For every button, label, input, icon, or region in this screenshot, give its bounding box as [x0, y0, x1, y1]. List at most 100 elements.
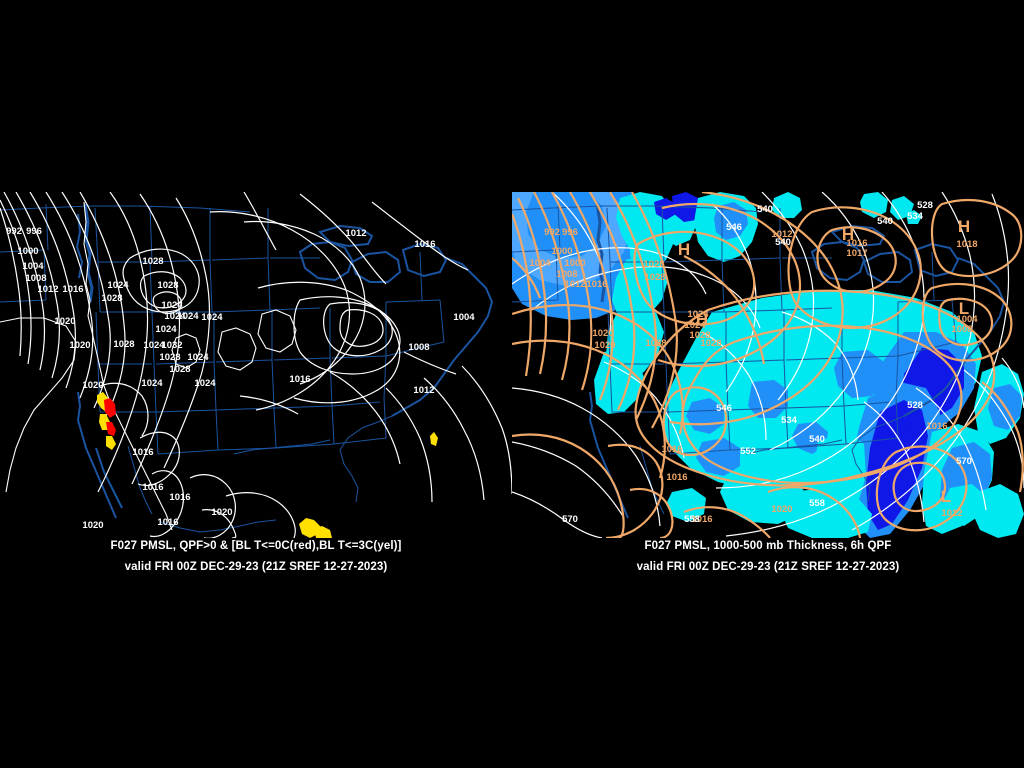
thickness-label: 546 [726, 222, 742, 233]
right-caption-line2: valid FRI 00Z DEC-29-23 (21Z SREF 12-27-… [636, 561, 900, 573]
thickness-label: 534 [781, 415, 798, 426]
pmsl-label: 1020 [592, 328, 613, 339]
pmsl-label: 1004 [956, 314, 978, 325]
isobar-label: 1028 [113, 339, 134, 350]
isobar-label: 1024 [201, 312, 223, 323]
isobar-label: 1028 [169, 364, 190, 375]
pmsl-label: 1024 [687, 309, 709, 320]
precip-type-patches-left [97, 392, 438, 538]
isobar-label: 1008 [25, 273, 46, 284]
isobars-left [0, 192, 512, 538]
thickness-label: 540 [877, 216, 893, 227]
pmsl-label: 1008 [951, 324, 972, 335]
isobar-label: 1024 [161, 300, 183, 311]
left-caption-line2: valid FRI 00Z DEC-29-23 (21Z SREF 12-27-… [124, 561, 388, 573]
isobar-label: 1016 [132, 447, 153, 458]
isobar-label: 1020 [82, 380, 103, 391]
isobar-label: 1020 [69, 340, 90, 351]
thickness-label: 534 [907, 211, 924, 222]
pmsl-label: 992 [544, 227, 560, 238]
pmsl-label: 1028 [643, 259, 664, 270]
pmsl-label: 1016 [691, 514, 712, 525]
isobar-label: 1024 [177, 311, 199, 322]
pmsl-label: 1016 [661, 444, 682, 455]
thickness-labels-right: 5405465405285345405465345405525585285705… [562, 200, 972, 525]
isobar-label: 1008 [408, 342, 429, 353]
pmsl-label: 1016 [846, 238, 867, 249]
thickness-label: 552 [740, 446, 756, 457]
thickness-label: 570 [562, 514, 578, 525]
pmsl-label: 1028 [700, 338, 721, 349]
isobar-label: 1020 [211, 507, 232, 518]
left-caption-line1: F027 PMSL, QPF>0 & [BL T<=0C(red),BL T<=… [110, 540, 402, 552]
map-left[interactable]: 992 996 1000 1004 1008 1012 1016 1028 1024 1028 10… [0, 192, 512, 538]
isobar-label: 992 [6, 226, 22, 237]
isobar-label: 1028 [159, 352, 180, 363]
panel-left-pmsl-qpf: 992 996 1000 1004 1008 1012 1016 1028 1024 1028 10… [0, 192, 512, 573]
isobar-label: 1028 [142, 256, 163, 267]
pmsl-label: 1017 [846, 248, 867, 259]
isobar-label: 1004 [22, 261, 44, 272]
pmsl-label: 1012 [941, 508, 962, 519]
pmsl-label: 1000 [551, 246, 572, 257]
isobar-label: 1028 [101, 293, 122, 304]
pressure-center-h: H [696, 310, 708, 329]
pmsl-label: 1028 [645, 338, 666, 349]
isobar-label: 1024 [187, 352, 209, 363]
pressure-center-h: H [842, 225, 854, 244]
isobar-label: 1016 [414, 239, 435, 250]
thickness-label: 528 [917, 200, 933, 211]
isobar-label: 1024 [107, 280, 129, 291]
isobar-label: 1016 [169, 492, 190, 503]
thickness-label: 528 [907, 400, 923, 411]
pmsl-label: 1020 [594, 340, 615, 351]
pressure-center-h: H [958, 217, 970, 236]
pressure-center-l: L [959, 299, 969, 318]
pressure-centers-right: H H H H L L [678, 217, 970, 506]
isobar-label: 1012 [345, 228, 366, 239]
pmsl-label: 1012 [564, 279, 585, 290]
pmsl-label: 1024 [684, 320, 706, 331]
isobar-label: 1028 [157, 280, 178, 291]
pmsl-label: 1016 [926, 421, 947, 432]
pmsl-label: 1028 [644, 272, 665, 283]
thickness-label: 558 [684, 514, 700, 525]
isobar-label: 1016 [289, 374, 310, 385]
isobar-label: 1020 [54, 316, 75, 327]
pmsl-label: 1012 [771, 229, 792, 240]
pmsl-label: 1028 [689, 330, 710, 341]
pressure-center-l: L [941, 487, 951, 506]
pmsl-label: 1016 [586, 279, 607, 290]
isobar-label: 1024 [194, 378, 216, 389]
isobar-label: 1024 [141, 378, 163, 389]
pmsl-label: 1008 [556, 269, 577, 280]
isobar-label: 1024 [164, 311, 186, 322]
isobar-label: 1020 [82, 520, 103, 531]
isobar-label: 996 [26, 226, 42, 237]
pmsl-contours-right [512, 192, 1024, 538]
isobar-label: 1032 [161, 340, 182, 351]
pmsl-label: 1018 [956, 239, 977, 250]
isobar-label: 1016 [62, 284, 83, 295]
pmsl-label: 996 [562, 227, 578, 238]
isobar-label: 1016 [142, 482, 163, 493]
thickness-label: 570 [956, 456, 972, 467]
isobar-label: 1000 [17, 246, 38, 257]
isobar-label: 1024 [155, 324, 177, 335]
thickness-label: 546 [716, 403, 732, 414]
pmsl-label: 1016 [666, 472, 687, 483]
thickness-label: 540 [775, 237, 791, 248]
pressure-center-h: H [678, 240, 690, 259]
right-caption-line1: F027 PMSL, 1000-500 mb Thickness, 6h QPF [644, 540, 892, 552]
isobar-label: 1004 [453, 312, 475, 323]
pmsl-label: 1000 [564, 258, 585, 269]
pmsl-label: 1020 [771, 504, 792, 515]
thickness-label: 540 [809, 434, 825, 445]
